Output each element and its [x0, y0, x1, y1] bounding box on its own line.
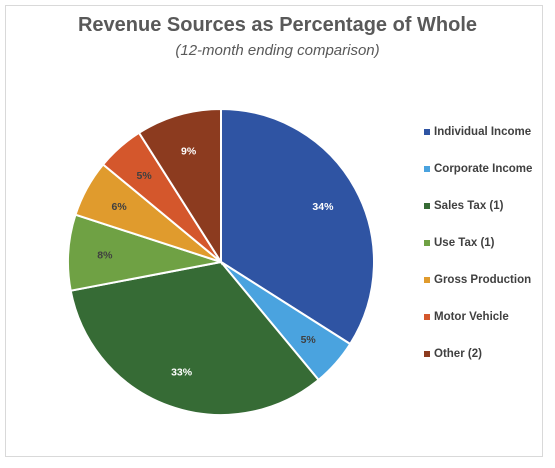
slice-data-label: 8%: [97, 250, 113, 262]
legend-label: Other (2): [434, 348, 482, 360]
slice-data-label: 34%: [312, 201, 334, 213]
chart-title: Revenue Sources as Percentage of Whole: [77, 14, 478, 36]
chart-subtitle: (12-month ending comparison): [175, 42, 380, 59]
legend-swatch: [424, 314, 430, 320]
slice-data-label: 5%: [301, 334, 317, 346]
legend-label: Sales Tax (1): [434, 200, 504, 212]
slice-data-label: 5%: [137, 170, 153, 182]
legend-swatch: [424, 277, 430, 283]
legend-swatch: [424, 351, 430, 357]
legend-swatch: [424, 240, 430, 246]
legend-swatch: [424, 203, 430, 209]
pie-slice-sales-tax-1: [69, 260, 320, 416]
slice-data-label: 9%: [181, 145, 197, 157]
legend-label: Gross Production: [434, 274, 532, 286]
legend-label: Motor Vehicle: [434, 311, 509, 323]
slice-data-label: 33%: [171, 366, 193, 378]
legend-label: Individual Income: [434, 126, 532, 138]
legend-swatch: [424, 129, 430, 135]
legend-swatch: [424, 166, 430, 172]
pie-slice-other-2: [137, 107, 222, 266]
legend-label: Use Tax (1): [434, 237, 495, 249]
legend-label: Corporate Income: [434, 163, 533, 175]
slice-data-label: 6%: [112, 201, 128, 213]
